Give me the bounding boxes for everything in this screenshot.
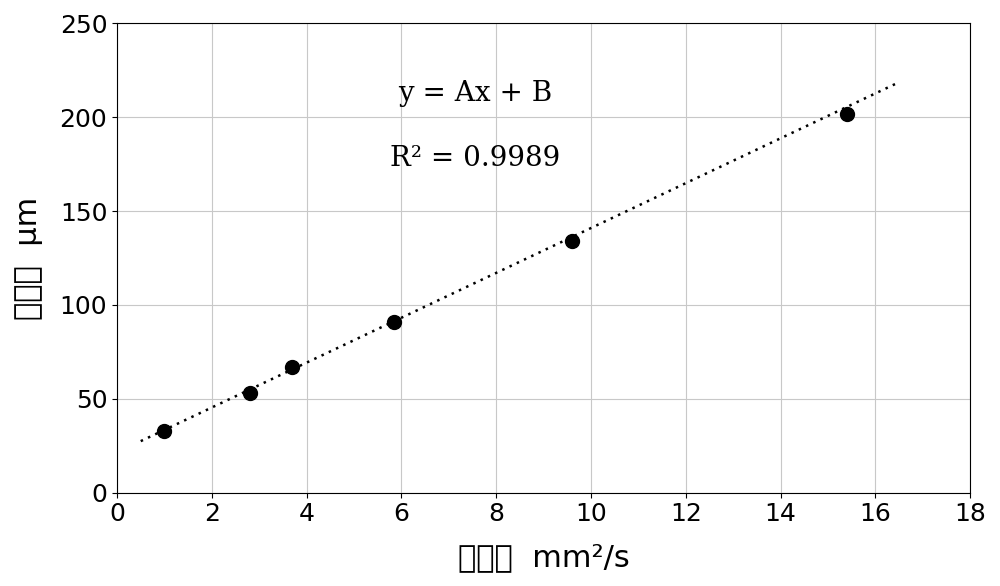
Text: y = Ax + B: y = Ax + B: [398, 80, 552, 107]
Text: R² = 0.9989: R² = 0.9989: [390, 145, 560, 172]
Point: [284, 362, 300, 372]
Point: [386, 317, 402, 326]
X-axis label: 粘度，  mm²/s: 粘度， mm²/s: [458, 543, 629, 572]
Point: [242, 389, 258, 398]
Point: [839, 109, 855, 118]
Point: [564, 237, 580, 246]
Y-axis label: 雾滴，  μm: 雾滴， μm: [14, 196, 43, 320]
Point: [156, 426, 172, 435]
